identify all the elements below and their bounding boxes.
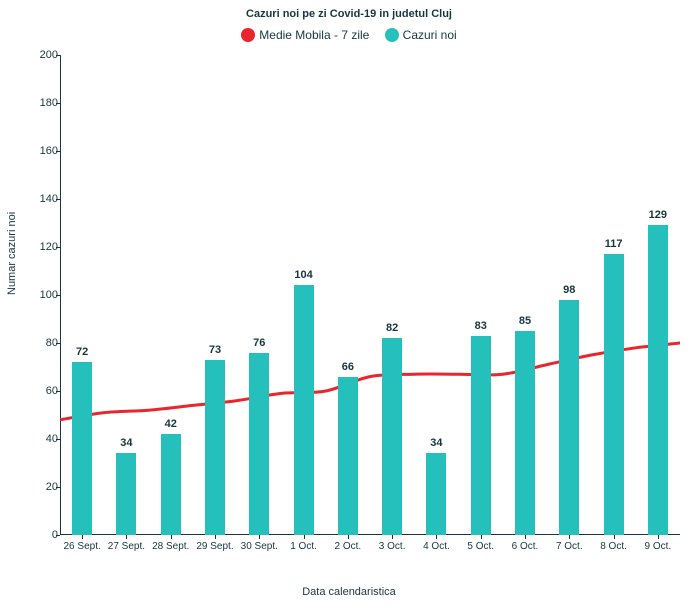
bar bbox=[116, 453, 136, 535]
y-axis-line bbox=[60, 55, 61, 535]
bar-value-label: 34 bbox=[111, 437, 141, 449]
bar-value-label: 85 bbox=[510, 315, 540, 327]
bar bbox=[338, 377, 358, 535]
y-tick-label: 100 bbox=[28, 289, 58, 301]
bar bbox=[205, 360, 225, 535]
bar bbox=[515, 331, 535, 535]
bar bbox=[161, 434, 181, 535]
bar bbox=[294, 285, 314, 535]
y-tick-label: 60 bbox=[28, 385, 58, 397]
x-tick-label: 5 Oct. bbox=[459, 541, 503, 552]
legend-label-line: Medie Mobila - 7 zile bbox=[259, 28, 369, 42]
y-tick-label: 120 bbox=[28, 241, 58, 253]
x-tick-mark bbox=[525, 535, 526, 539]
plot-area: 72 34 42 73 76 104 66 82 34 83 85 98 117 129 bbox=[60, 55, 680, 535]
bar bbox=[559, 300, 579, 535]
x-tick-label: 26 Sept. bbox=[60, 541, 104, 552]
x-tick-label: 28 Sept. bbox=[149, 541, 193, 552]
bar-value-label: 82 bbox=[377, 322, 407, 334]
y-tick-label: 180 bbox=[28, 97, 58, 109]
x-tick-label: 30 Sept. bbox=[237, 541, 281, 552]
x-tick-mark bbox=[569, 535, 570, 539]
bar bbox=[382, 338, 402, 535]
bar bbox=[249, 353, 269, 535]
y-tick-label: 20 bbox=[28, 481, 58, 493]
x-tick-mark bbox=[171, 535, 172, 539]
legend-swatch-line bbox=[241, 28, 255, 42]
x-tick-mark bbox=[304, 535, 305, 539]
bar-value-label: 76 bbox=[244, 337, 274, 349]
y-tick-label: 0 bbox=[28, 529, 58, 541]
chart-legend: Medie Mobila - 7 zile Cazuri noi bbox=[0, 28, 698, 45]
x-tick-mark bbox=[481, 535, 482, 539]
bar-value-label: 104 bbox=[289, 269, 319, 281]
bar-value-label: 83 bbox=[466, 320, 496, 332]
legend-item-line: Medie Mobila - 7 zile bbox=[241, 28, 369, 42]
bar bbox=[426, 453, 446, 535]
x-tick-label: 4 Oct. bbox=[414, 541, 458, 552]
x-tick-label: 7 Oct. bbox=[547, 541, 591, 552]
bar bbox=[648, 225, 668, 535]
x-tick-label: 8 Oct. bbox=[592, 541, 636, 552]
bar bbox=[604, 254, 624, 535]
legend-item-bar: Cazuri noi bbox=[385, 28, 457, 42]
bar-value-label: 66 bbox=[333, 361, 363, 373]
x-tick-label: 1 Oct. bbox=[282, 541, 326, 552]
x-tick-label: 9 Oct. bbox=[636, 541, 680, 552]
y-tick-label: 200 bbox=[28, 49, 58, 61]
bar-value-label: 73 bbox=[200, 344, 230, 356]
legend-label-bar: Cazuri noi bbox=[403, 28, 457, 42]
x-tick-label: 2 Oct. bbox=[326, 541, 370, 552]
y-tick-label: 40 bbox=[28, 433, 58, 445]
x-tick-mark bbox=[658, 535, 659, 539]
bar-value-label: 98 bbox=[554, 284, 584, 296]
bar-value-label: 129 bbox=[643, 209, 673, 221]
bar bbox=[72, 362, 92, 535]
y-axis-label: Numar cazuri noi bbox=[6, 212, 18, 295]
x-axis-line bbox=[60, 534, 680, 535]
x-tick-mark bbox=[436, 535, 437, 539]
x-tick-mark bbox=[126, 535, 127, 539]
x-tick-label: 27 Sept. bbox=[104, 541, 148, 552]
legend-swatch-bar bbox=[385, 28, 399, 42]
bar-value-label: 117 bbox=[599, 238, 629, 250]
y-tick-label: 80 bbox=[28, 337, 58, 349]
x-tick-mark bbox=[215, 535, 216, 539]
bar bbox=[471, 336, 491, 535]
x-axis-label: Data calendaristica bbox=[0, 586, 698, 598]
x-tick-mark bbox=[259, 535, 260, 539]
x-tick-label: 6 Oct. bbox=[503, 541, 547, 552]
y-tick-label: 140 bbox=[28, 193, 58, 205]
moving-average-line bbox=[60, 55, 680, 535]
x-tick-label: 29 Sept. bbox=[193, 541, 237, 552]
x-tick-label: 3 Oct. bbox=[370, 541, 414, 552]
x-tick-mark bbox=[348, 535, 349, 539]
x-tick-mark bbox=[82, 535, 83, 539]
bar-value-label: 72 bbox=[67, 346, 97, 358]
bar-value-label: 42 bbox=[156, 418, 186, 430]
y-tick-label: 160 bbox=[28, 145, 58, 157]
x-tick-mark bbox=[392, 535, 393, 539]
chart-title: Cazuri noi pe zi Covid-19 in judetul Clu… bbox=[0, 8, 698, 20]
moving-average-path bbox=[60, 343, 680, 420]
x-tick-mark bbox=[614, 535, 615, 539]
covid-cluj-chart: Cazuri noi pe zi Covid-19 in judetul Clu… bbox=[0, 0, 698, 612]
bar-value-label: 34 bbox=[421, 437, 451, 449]
